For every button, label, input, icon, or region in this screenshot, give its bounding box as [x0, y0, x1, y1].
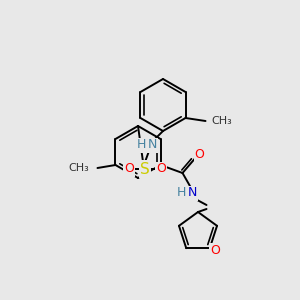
Text: H: H	[136, 139, 146, 152]
Text: O: O	[124, 163, 134, 176]
Text: O: O	[195, 148, 205, 160]
Text: H: H	[177, 187, 186, 200]
Text: CH₃: CH₃	[212, 116, 232, 126]
Text: O: O	[210, 244, 220, 257]
Text: O: O	[156, 163, 166, 176]
Text: N: N	[188, 187, 197, 200]
Text: S: S	[140, 161, 150, 176]
Text: N: N	[147, 139, 157, 152]
Text: CH₃: CH₃	[69, 163, 89, 173]
